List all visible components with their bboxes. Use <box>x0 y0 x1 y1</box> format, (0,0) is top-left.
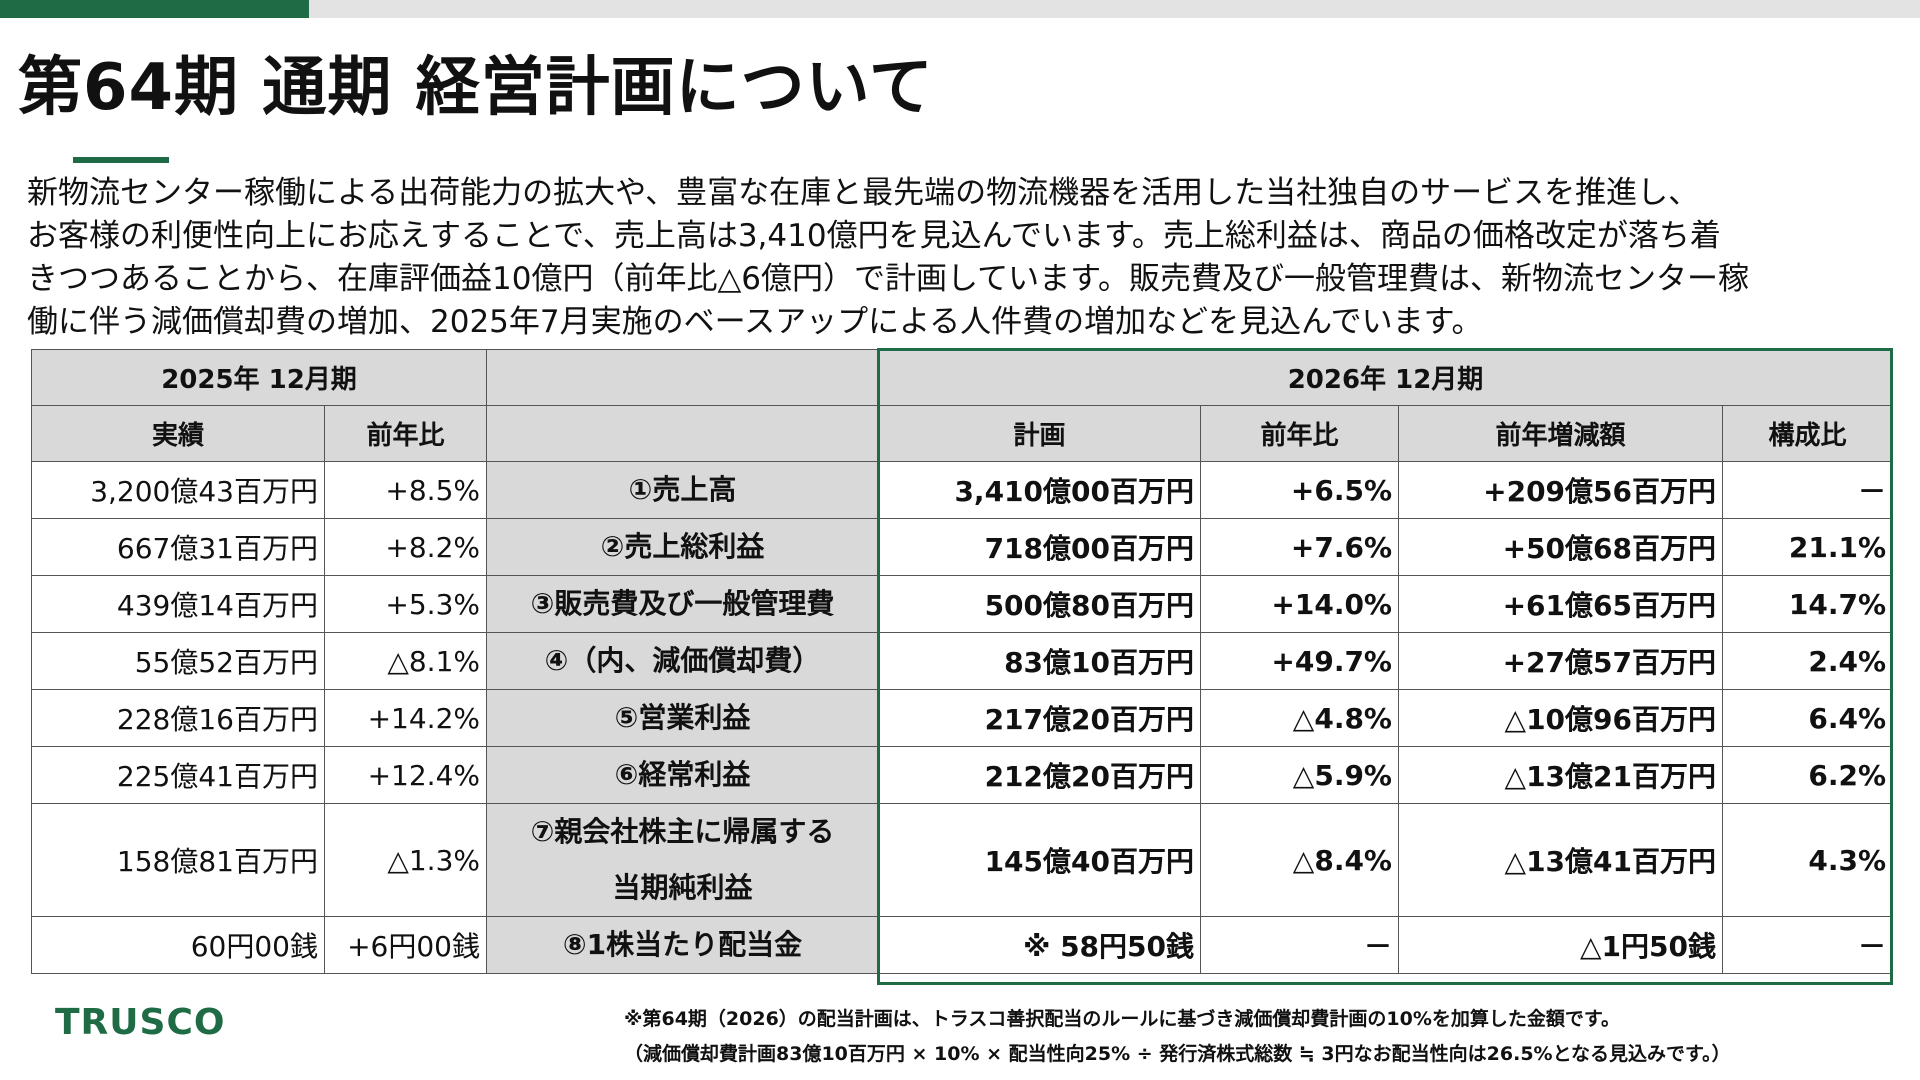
data-row: 60円00銭 +6円00銭 ⑧1株当たり配当金 ※ 58円50銭－ △1円50銭－ <box>31 916 1893 974</box>
header-row: 実績 前年比 計画 前年比 前年増減額 構成比 <box>31 405 1893 462</box>
column-header: 前年増減額 <box>1398 405 1723 462</box>
row-label: ⑦親会社株主に帰属する 当期純利益 <box>486 803 879 917</box>
cell: +8.2% <box>324 518 487 576</box>
row-label-line: ③販売費及び一般管理費 <box>530 587 835 620</box>
cell: ※ 58円50銭 <box>878 916 1201 974</box>
plan-table: 2025年 12月期 2026年 12月期 実績 前年比 計画 前年比 前年増減額 構成比 3,… <box>31 349 1893 974</box>
top-bar <box>0 0 309 18</box>
footnote: （減価償却費計画83億10百万円 × 10% × 配当性向25% ÷ 発行済株式… <box>624 1043 1731 1065</box>
cell: △1.3% <box>324 803 487 917</box>
cell: 6.2% <box>1722 746 1893 804</box>
cell: 228億16百万円 <box>31 689 325 747</box>
cell: 3,410億00百万円 <box>878 461 1201 519</box>
cell: △13億41百万円 <box>1398 803 1723 917</box>
cell: △8.1% <box>324 632 487 690</box>
cell: 225億41百万円 <box>31 746 325 804</box>
cell: 439億14百万円 <box>31 575 325 633</box>
paragraph-line: お客様の利便性向上にお応えすることで、売上高は3,410億円を見込んでいます。売… <box>27 218 1721 254</box>
cell: +14.0% <box>1200 575 1399 633</box>
cell: △1円50銭 <box>1398 916 1723 974</box>
cell: － <box>1722 461 1893 519</box>
footnote: ※第64期（2026）の配当計画は、トラスコ善択配当のルールに基づき減価償却費計… <box>624 1008 1620 1030</box>
cell: 60円00銭 <box>31 916 325 974</box>
cell: +6.5% <box>1200 461 1399 519</box>
column-header: 構成比 <box>1722 405 1893 462</box>
cell: 217億20百万円 <box>878 689 1201 747</box>
data-row: 158億81百万円 △1.3% ⑦親会社株主に帰属する 当期純利益 145億40百万円 △… <box>31 803 1893 917</box>
paragraph-line: 新物流センター稼働による出荷能力の拡大や、豊富な在庫と最先端の物流機器を活用した… <box>27 175 1700 211</box>
cell: 500億80百万円 <box>878 575 1201 633</box>
data-row: 3,200億43百万円 +8.5% ①売上高 3,410億00百万円 +6.5% +209… <box>31 461 1893 519</box>
header-row: 2025年 12月期 2026年 12月期 <box>31 349 1893 406</box>
header-cell <box>486 405 879 462</box>
group-header: 2026年 12月期 <box>878 349 1893 406</box>
cell: 14.7% <box>1722 575 1893 633</box>
row-label: ⑥経常利益 <box>486 746 879 804</box>
top-bar <box>309 0 1920 18</box>
group-header: 2025年 12月期 <box>31 349 487 406</box>
row-label: ⑤営業利益 <box>486 689 879 747</box>
cell: +12.4% <box>324 746 487 804</box>
row-label-line: 当期純利益 <box>612 871 753 904</box>
cell: 83億10百万円 <box>878 632 1201 690</box>
cell: +5.3% <box>324 575 487 633</box>
cell: 212億20百万円 <box>878 746 1201 804</box>
accent-line <box>73 157 169 163</box>
cell: +209億56百万円 <box>1398 461 1723 519</box>
cell: △4.8% <box>1200 689 1399 747</box>
column-header: 実績 <box>31 405 325 462</box>
cell: △8.4% <box>1200 803 1399 917</box>
logo: TRUSCO <box>55 1002 226 1043</box>
data-row: 667億31百万円 +8.2% ②売上総利益 718億00百万円 +7.6% +50億68… <box>31 518 1893 576</box>
cell: － <box>1722 916 1893 974</box>
row-label-line: ④（内、減価償却費） <box>544 644 821 677</box>
row-label-line: ⑥経常利益 <box>614 758 751 791</box>
cell: +50億68百万円 <box>1398 518 1723 576</box>
column-header: 計画 <box>878 405 1201 462</box>
cell: +61億65百万円 <box>1398 575 1723 633</box>
header-cell <box>486 349 879 406</box>
paragraph-line: きつつあることから、在庫評価益10億円（前年比△6億円）で計画しています。販売費… <box>27 261 1749 297</box>
row-label-line: ⑤営業利益 <box>614 701 751 734</box>
column-header: 前年比 <box>324 405 487 462</box>
cell: +14.2% <box>324 689 487 747</box>
cell: +7.6% <box>1200 518 1399 576</box>
row-label: ⑧1株当たり配当金 <box>486 916 879 974</box>
data-row: 225億41百万円 +12.4% ⑥経常利益 212億20百万円 △5.9% △13億21… <box>31 746 1893 804</box>
cell: △10億96百万円 <box>1398 689 1723 747</box>
row-label: ①売上高 <box>486 461 879 519</box>
cell: 2.4% <box>1722 632 1893 690</box>
cell: 145億40百万円 <box>878 803 1201 917</box>
row-label: ③販売費及び一般管理費 <box>486 575 879 633</box>
cell: △5.9% <box>1200 746 1399 804</box>
cell: － <box>1200 916 1399 974</box>
cell: 55億52百万円 <box>31 632 325 690</box>
column-header: 前年比 <box>1200 405 1399 462</box>
row-label: ②売上総利益 <box>486 518 879 576</box>
cell: 718億00百万円 <box>878 518 1201 576</box>
data-row: 55億52百万円 △8.1% ④（内、減価償却費） 83億10百万円 +49.7% +27… <box>31 632 1893 690</box>
cell: 158億81百万円 <box>31 803 325 917</box>
cell: 6.4% <box>1722 689 1893 747</box>
row-label-line: ⑦親会社株主に帰属する <box>530 815 835 848</box>
row-label: ④（内、減価償却費） <box>486 632 879 690</box>
paragraph: 新物流センター稼働による出荷能力の拡大や、豊富な在庫と最先端の物流機器を活用した… <box>27 172 1749 344</box>
cell: +27億57百万円 <box>1398 632 1723 690</box>
cell: 4.3% <box>1722 803 1893 917</box>
cell: 667億31百万円 <box>31 518 325 576</box>
cell: 21.1% <box>1722 518 1893 576</box>
data-row: 439億14百万円 +5.3% ③販売費及び一般管理費 500億80百万円 +14.0%… <box>31 575 1893 633</box>
row-label-line: ②売上総利益 <box>600 530 765 563</box>
cell: +6円00銭 <box>324 916 487 974</box>
row-label-line: ①売上高 <box>628 473 737 506</box>
cell: 3,200億43百万円 <box>31 461 325 519</box>
row-label-line: ⑧1株当たり配当金 <box>562 928 803 961</box>
cell: △13億21百万円 <box>1398 746 1723 804</box>
cell: +8.5% <box>324 461 487 519</box>
title: 第64期 通期 経営計画について <box>18 51 934 125</box>
data-row: 228億16百万円 +14.2% ⑤営業利益 217億20百万円 △4.8% △10億96… <box>31 689 1893 747</box>
cell: +49.7% <box>1200 632 1399 690</box>
paragraph-line: 働に伴う減価償却費の増加、2025年7月実施のベースアップによる人件費の増加など… <box>27 304 1483 340</box>
